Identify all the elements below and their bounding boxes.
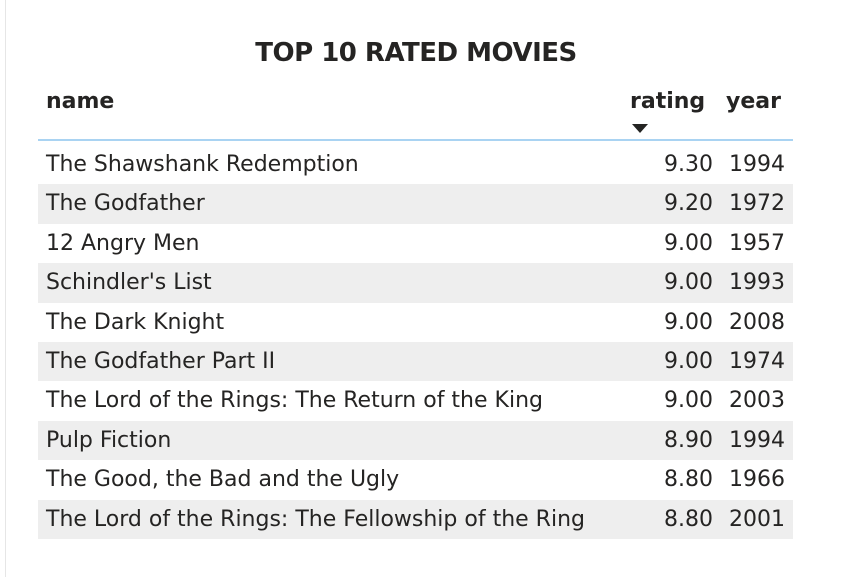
table-row[interactable]: The Shawshank Redemption 9.30 1994 (38, 145, 793, 184)
cell-rating: 8.90 (664, 427, 713, 453)
cell-name: The Lord of the Rings: The Return of the… (46, 388, 543, 414)
cell-year: 1957 (729, 230, 785, 256)
table-header: name rating year (38, 84, 793, 141)
table-row[interactable]: The Godfather 9.20 1972 (38, 184, 793, 224)
cell-year: 1972 (729, 191, 785, 217)
column-header-year[interactable]: year (726, 89, 781, 114)
cell-rating: 9.30 (664, 152, 713, 177)
cell-rating: 9.00 (664, 270, 713, 296)
cell-name: Schindler's List (46, 270, 212, 296)
table-row[interactable]: The Godfather Part II 9.00 1974 (38, 341, 793, 382)
cell-name: The Godfather (46, 191, 205, 217)
table-row[interactable]: The Good, the Bad and the Ugly 8.80 1966 (38, 460, 793, 499)
cell-name: Pulp Fiction (46, 427, 172, 453)
canvas-edge (5, 0, 6, 577)
cell-year: 2003 (729, 388, 785, 414)
cell-year: 1994 (729, 427, 785, 453)
table-row[interactable]: The Dark Knight 9.00 2008 (38, 303, 793, 342)
cell-name: The Good, the Bad and the Ugly (46, 467, 400, 493)
sort-descending-icon[interactable] (632, 124, 648, 133)
cell-name: The Shawshank Redemption (46, 152, 359, 177)
cell-year: 1974 (729, 348, 785, 374)
column-header-name[interactable]: name (46, 89, 115, 114)
table-row[interactable]: The Lord of the Rings: The Fellowship of… (38, 499, 793, 539)
cell-name: 12 Angry Men (46, 230, 200, 256)
table-row[interactable]: Pulp Fiction 8.90 1994 (38, 420, 793, 461)
cell-year: 2008 (729, 309, 785, 335)
table-row[interactable]: 12 Angry Men 9.00 1957 (38, 224, 793, 263)
table-row[interactable]: The Lord of the Rings: The Return of the… (38, 381, 793, 420)
table-row[interactable]: Schindler's List 9.00 1993 (38, 263, 793, 303)
cell-year: 2001 (729, 506, 785, 532)
cell-year: 1966 (729, 467, 785, 493)
cell-rating: 9.00 (664, 230, 713, 256)
cell-rating: 8.80 (664, 467, 713, 493)
column-header-rating[interactable]: rating (630, 89, 706, 114)
chart-title: TOP 10 RATED MOVIES (255, 38, 577, 68)
cell-name: The Godfather Part II (46, 348, 276, 374)
table-body: The Shawshank Redemption 9.30 1994 The Godf… (38, 145, 793, 539)
cell-name: The Dark Knight (46, 309, 225, 335)
cell-rating: 9.00 (664, 388, 713, 414)
data-table: name rating year The Shawshank Redemptio… (38, 84, 793, 539)
cell-rating: 9.00 (664, 348, 713, 374)
cell-name: The Lord of the Rings: The Fellowship of… (46, 506, 585, 532)
cell-year: 1993 (729, 270, 785, 296)
cell-rating: 8.80 (664, 506, 713, 532)
cell-rating: 9.20 (664, 191, 713, 217)
cell-rating: 9.00 (664, 309, 713, 335)
cell-year: 1994 (729, 152, 785, 177)
